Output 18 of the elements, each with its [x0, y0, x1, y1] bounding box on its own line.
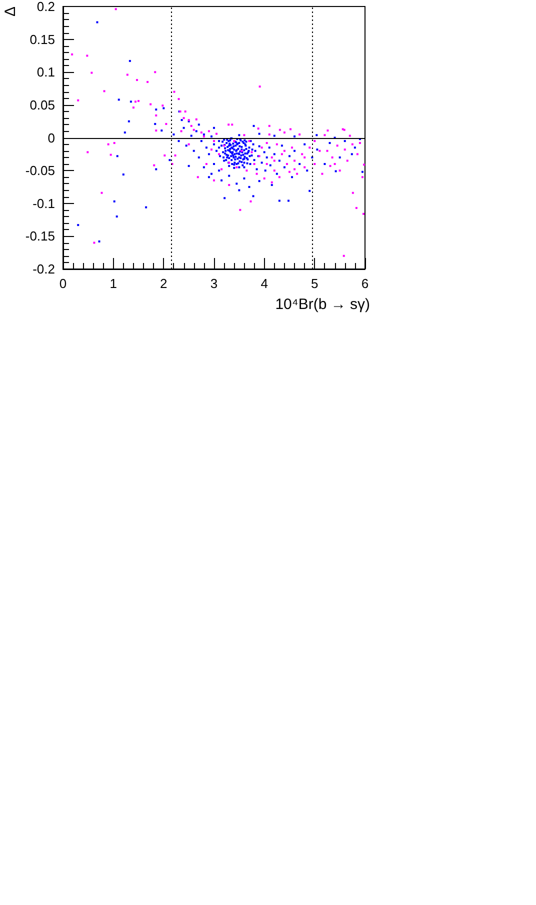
- x-tick-label: 6: [361, 276, 369, 291]
- y-tick-label: 0.15: [30, 32, 55, 47]
- y-tick-label: 0.05: [30, 97, 55, 112]
- x-tick-label: 3: [210, 276, 218, 291]
- x-tick-label: 2: [160, 276, 168, 291]
- y-axis-title: Δ: [2, 6, 19, 17]
- y-tick-label: -0.05: [25, 163, 55, 178]
- x-tick-label: 4: [260, 276, 268, 291]
- y-tick-label: 0.2: [36, 0, 55, 14]
- x-tick-label: 1: [110, 276, 117, 291]
- y-tick-label: -0.2: [32, 262, 55, 276]
- x-tick-label: 5: [311, 276, 318, 291]
- y-tick-label: -0.1: [32, 196, 55, 211]
- x-axis-title: 10⁴Br(b → sγ): [275, 296, 370, 313]
- x-tick-label: 0: [59, 276, 67, 291]
- y-tick-label: -0.15: [25, 228, 55, 244]
- y-tick-label: 0.1: [36, 64, 55, 80]
- y-tick-label: 0: [48, 130, 55, 146]
